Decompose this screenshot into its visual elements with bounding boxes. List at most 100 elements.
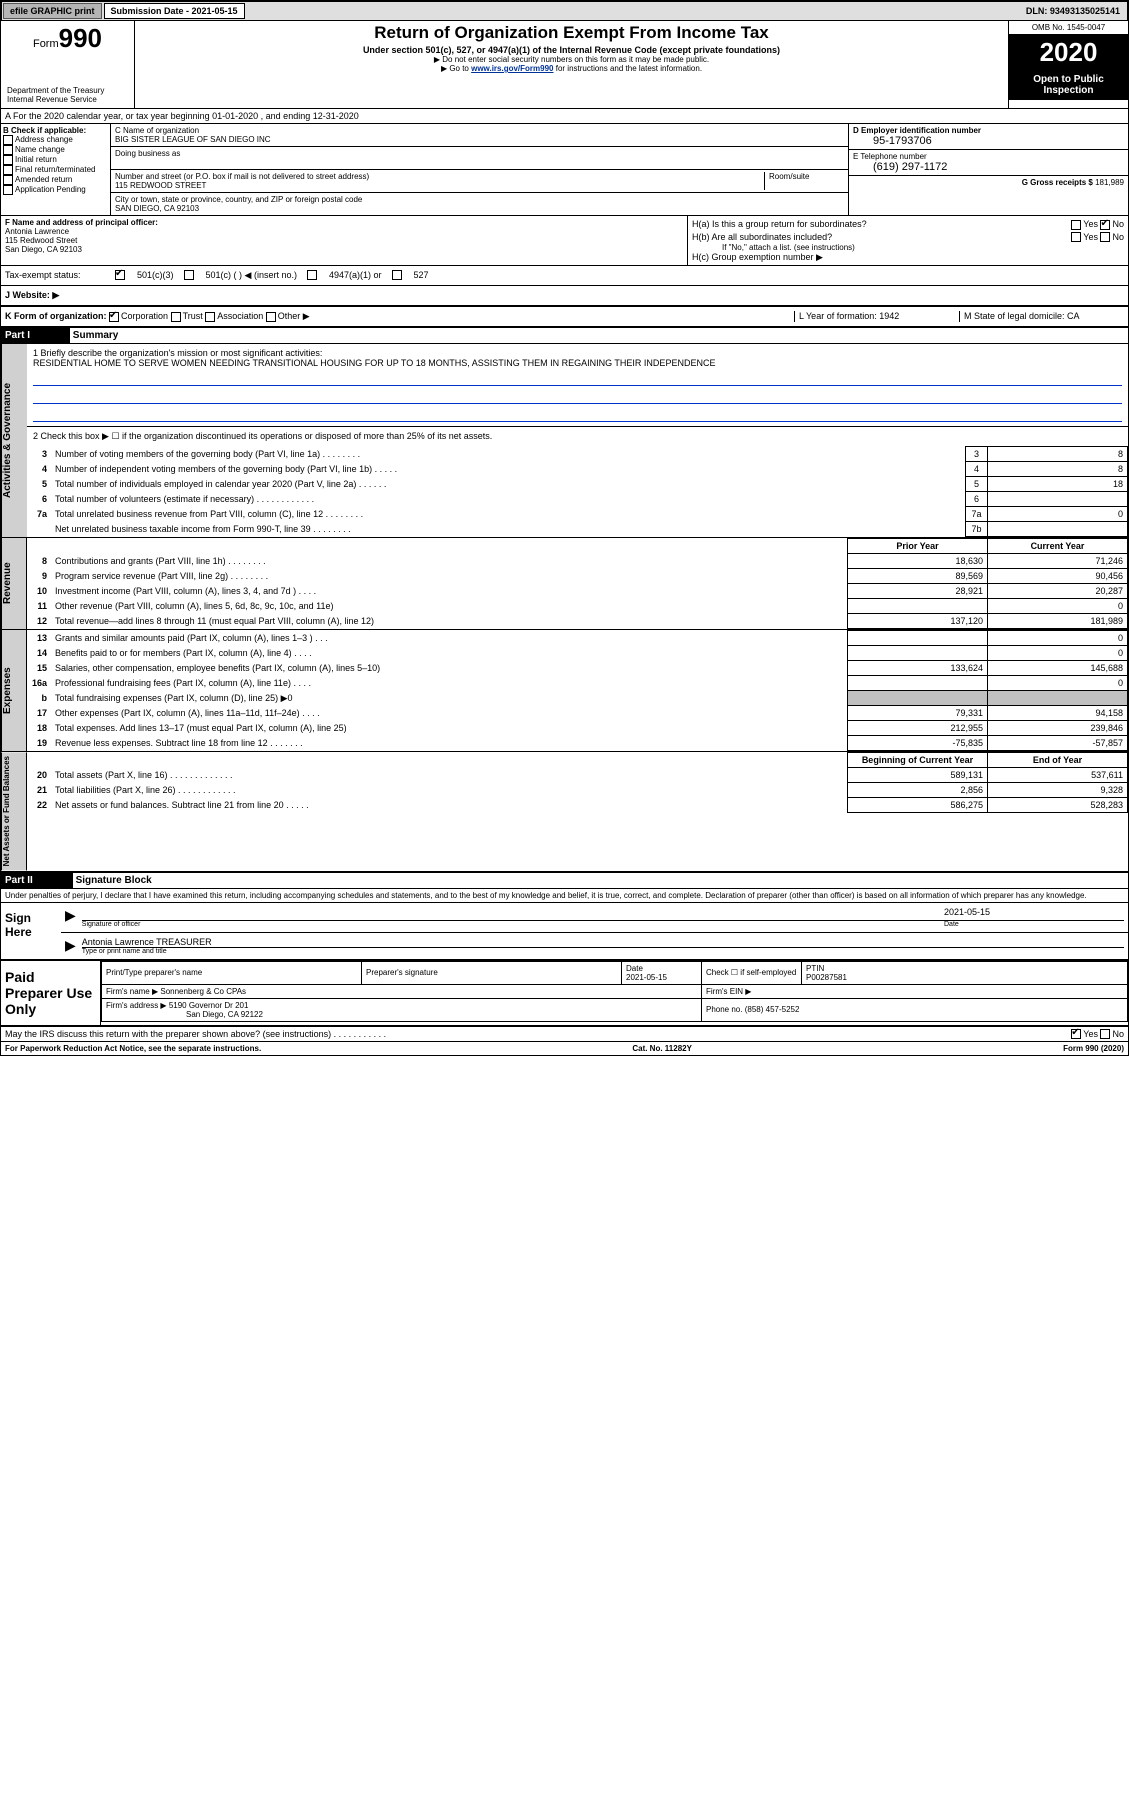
form-subtitle: Under section 501(c), 527, or 4947(a)(1)…	[137, 45, 1006, 55]
signature-arrow-icon-2: ▶	[65, 937, 76, 955]
signature-declaration: Under penalties of perjury, I declare th…	[1, 889, 1128, 903]
addr-label: Number and street (or P.O. box if mail i…	[115, 172, 369, 181]
cb-501c[interactable]	[184, 270, 194, 280]
firm-ein-label: Firm's EIN ▶	[702, 984, 1128, 998]
side-activities-governance: Activities & Governance	[1, 344, 27, 537]
cb-app-pending[interactable]: Application Pending	[3, 185, 108, 195]
table-row: 3Number of voting members of the governi…	[27, 447, 1128, 462]
inspection-label: Open to Public Inspection	[1009, 70, 1128, 100]
table-row: 22Net assets or fund balances. Subtract …	[27, 798, 1128, 813]
row-website: J Website: ▶	[1, 286, 1128, 307]
col-b-checkboxes: B Check if applicable: Address change Na…	[1, 124, 111, 215]
addr-value: 115 REDWOOD STREET	[115, 181, 206, 190]
table-row: 19Revenue less expenses. Subtract line 1…	[27, 736, 1128, 751]
dln-label: DLN: 93493135025141	[1020, 4, 1126, 18]
form-header: Form990 Department of the Treasury Inter…	[1, 21, 1128, 109]
cb-irs-yes[interactable]	[1071, 1029, 1081, 1039]
dba-label: Doing business as	[115, 149, 180, 158]
part2-header: Part II Signature Block	[1, 873, 1128, 889]
cb-initial-return[interactable]: Initial return	[3, 155, 108, 165]
block-f-h: F Name and address of principal officer:…	[1, 216, 1128, 266]
cb-address-change[interactable]: Address change	[3, 135, 108, 145]
cb-trust[interactable]	[171, 312, 181, 322]
firm-name: Sonnenberg & Co CPAs	[160, 987, 246, 996]
cb-amended-return[interactable]: Amended return	[3, 175, 108, 185]
revenue-table: Prior YearCurrent Year 8Contributions an…	[27, 538, 1128, 629]
table-row: Net unrelated business taxable income fr…	[27, 522, 1128, 537]
section-net-assets: Net Assets or Fund Balances Beginning of…	[1, 752, 1128, 872]
omb-number: OMB No. 1545-0047	[1009, 21, 1128, 35]
city-value: SAN DIEGO, CA 92103	[115, 204, 199, 213]
ein-value: 95-1793706	[853, 135, 1124, 147]
footer-row: For Paperwork Reduction Act Notice, see …	[1, 1042, 1128, 1055]
row-tax-status: Tax-exempt status: 501(c)(3) 501(c) ( ) …	[1, 266, 1128, 286]
irs-link[interactable]: www.irs.gov/Form990	[471, 64, 553, 73]
table-row: 16aProfessional fundraising fees (Part I…	[27, 676, 1128, 691]
cb-501c3[interactable]	[115, 270, 125, 280]
table-row: 21Total liabilities (Part X, line 26) . …	[27, 783, 1128, 798]
officer-name-title: Antonia Lawrence TREASURER	[82, 937, 1124, 948]
prep-self-employed[interactable]: Check ☐ if self-employed	[702, 961, 802, 984]
table-row: 20Total assets (Part X, line 16) . . . .…	[27, 768, 1128, 783]
current-year-hdr: Current Year	[988, 539, 1128, 554]
section-revenue: Revenue Prior YearCurrent Year 8Contribu…	[1, 538, 1128, 630]
gross-label: G Gross receipts $	[1022, 178, 1095, 187]
table-row: 9Program service revenue (Part VIII, lin…	[27, 569, 1128, 584]
cat-no: Cat. No. 11282Y	[632, 1044, 692, 1053]
form-note2: ▶ Go to www.irs.gov/Form990 for instruct…	[137, 64, 1006, 73]
cb-corporation[interactable]	[109, 312, 119, 322]
org-name: BIG SISTER LEAGUE OF SAN DIEGO INC	[115, 135, 271, 144]
form-title: Return of Organization Exempt From Incom…	[137, 23, 1006, 43]
table-row: 13Grants and similar amounts paid (Part …	[27, 631, 1128, 646]
cb-4947[interactable]	[307, 270, 317, 280]
section-activities-governance: Activities & Governance 1 Briefly descri…	[1, 344, 1128, 538]
prep-ptin: P00287581	[806, 973, 847, 982]
eoy-hdr: End of Year	[988, 753, 1128, 768]
table-row: 10Investment income (Part VIII, column (…	[27, 584, 1128, 599]
gross-value: 181,989	[1095, 178, 1124, 187]
mission-text: RESIDENTIAL HOME TO SERVE WOMEN NEEDING …	[33, 358, 1122, 368]
form-container: efile GRAPHIC print Submission Date - 20…	[0, 0, 1129, 1056]
sig-date-label: Date	[944, 921, 1124, 928]
table-row: 6Total number of volunteers (estimate if…	[27, 492, 1128, 507]
governance-table: 3Number of voting members of the governi…	[27, 446, 1128, 537]
state-domicile: M State of legal domicile: CA	[959, 311, 1124, 322]
cb-name-change[interactable]: Name change	[3, 145, 108, 155]
sign-date: 2021-05-15	[944, 907, 1124, 920]
col-c-org-info: C Name of organization BIG SISTER LEAGUE…	[111, 124, 848, 215]
form-number: Form990	[5, 23, 130, 54]
officer-addr2: San Diego, CA 92103	[5, 245, 82, 254]
side-revenue: Revenue	[1, 538, 27, 629]
cb-irs-no[interactable]	[1100, 1029, 1110, 1039]
efile-button[interactable]: efile GRAPHIC print	[3, 3, 102, 19]
room-label: Room/suite	[769, 172, 809, 181]
table-row: 5Total number of individuals employed in…	[27, 477, 1128, 492]
officer-name-label: Type or print name and title	[82, 948, 1124, 955]
org-name-label: C Name of organization	[115, 126, 199, 135]
firm-phone: (858) 457-5252	[745, 1005, 800, 1014]
table-row: 4Number of independent voting members of…	[27, 462, 1128, 477]
ha-label: H(a) Is this a group return for subordin…	[692, 219, 867, 230]
prior-year-hdr: Prior Year	[848, 539, 988, 554]
cb-other[interactable]	[266, 312, 276, 322]
cb-association[interactable]	[205, 312, 215, 322]
hb-label: H(b) Are all subordinates included?	[692, 232, 832, 243]
sign-here-label: Sign Here	[1, 903, 61, 959]
paid-preparer-block: Paid Preparer Use Only Print/Type prepar…	[1, 960, 1128, 1027]
cb-527[interactable]	[392, 270, 402, 280]
table-row: bTotal fundraising expenses (Part IX, co…	[27, 691, 1128, 706]
table-row: 17Other expenses (Part IX, column (A), l…	[27, 706, 1128, 721]
side-expenses: Expenses	[1, 630, 27, 751]
top-toolbar: efile GRAPHIC print Submission Date - 20…	[1, 1, 1128, 21]
tax-year: 2020	[1009, 35, 1128, 70]
table-row: 12Total revenue—add lines 8 through 11 (…	[27, 614, 1128, 629]
signature-arrow-icon: ▶	[65, 907, 76, 928]
q2-checkbox-line: 2 Check this box ▶ ☐ if the organization…	[27, 427, 1128, 446]
table-row: 15Salaries, other compensation, employee…	[27, 661, 1128, 676]
row-a-period: A For the 2020 calendar year, or tax yea…	[1, 109, 1128, 124]
mission-block: 1 Briefly describe the organization's mi…	[27, 344, 1128, 427]
pra-notice: For Paperwork Reduction Act Notice, see …	[5, 1044, 261, 1053]
cb-final-return[interactable]: Final return/terminated	[3, 165, 108, 175]
prep-date: 2021-05-15	[626, 973, 667, 982]
row-klm: K Form of organization: Corporation Trus…	[1, 307, 1128, 328]
